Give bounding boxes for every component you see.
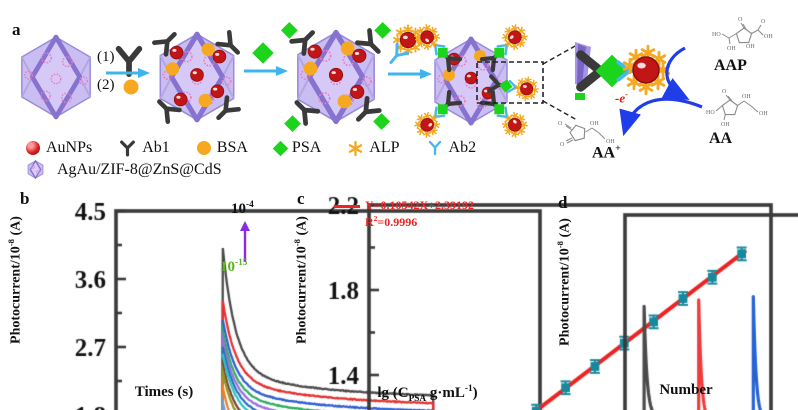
ab1-icon xyxy=(119,49,140,74)
scheme-legend-row2: AgAu/ZIF-8@ZnS@CdS xyxy=(26,160,222,179)
zif-particle-2 xyxy=(154,28,244,123)
alp-icon xyxy=(349,140,363,156)
b-y-axis-title: Photocurrent/10-8 (A) xyxy=(6,216,24,344)
svg-text:OH: OH xyxy=(727,46,736,52)
zif-particle-4 xyxy=(410,20,540,142)
zif-polyhedron-icon xyxy=(27,160,44,179)
concentration-arrow-icon xyxy=(240,221,250,262)
panel-label-d: d xyxy=(558,193,568,212)
legend-item-psa: PSA xyxy=(272,139,322,157)
svg-text:O: O xyxy=(560,142,565,148)
legend-label: Ab2 xyxy=(448,139,477,156)
d-y-axis-title: Photocurrent/10-8 (A) xyxy=(555,218,573,346)
svg-text:HO: HO xyxy=(712,32,721,38)
legend-label: PSA xyxy=(291,139,322,156)
legend-label: AuNPs xyxy=(46,139,93,156)
zoom-box xyxy=(476,61,544,104)
electron-label: -e- xyxy=(615,90,628,106)
legend-label: AgAu/ZIF-8@ZnS@CdS xyxy=(57,160,222,178)
step-arrow-3 xyxy=(386,67,434,81)
aap-molecule: O O OH HO OH OH xyxy=(712,17,773,52)
bsa-icon xyxy=(196,141,211,155)
psa-icon xyxy=(252,42,274,64)
svg-text:O: O xyxy=(722,89,727,95)
d-x-axis-title: Number xyxy=(659,382,713,398)
b-annotation-low-conc: 10-15 xyxy=(220,258,248,275)
c-fit-legend: Y=0.10542X+2.39192 R2=0.9996 xyxy=(334,199,474,229)
svg-text:OH: OH xyxy=(764,34,773,40)
panel-label-a: a xyxy=(12,20,21,39)
aap-label: AAP xyxy=(714,57,747,74)
ab2-icon xyxy=(428,140,441,156)
aunps-icon xyxy=(26,141,40,155)
legend-item-alp: ALP xyxy=(348,139,400,157)
b-annotation-high-conc: 10-4 xyxy=(231,200,254,217)
aa-plus-label: AA+ xyxy=(592,143,621,162)
scheme-legend-row1: AuNPs Ab1 BSA PSA ALP xyxy=(26,139,476,157)
aap-to-aa-arrow xyxy=(661,46,690,101)
svg-text:O: O xyxy=(558,121,563,127)
svg-text:OH: OH xyxy=(721,122,730,128)
legend-label: ALP xyxy=(369,139,400,156)
aa-plus-molecule: O O OH OH xyxy=(558,121,615,148)
svg-text:O: O xyxy=(761,19,766,25)
svg-text:OH: OH xyxy=(759,111,768,117)
legend-label: BSA xyxy=(216,139,248,156)
aa-molecule: O OH OH HO OH xyxy=(706,89,768,128)
zif-particle-3 xyxy=(280,21,392,133)
zif-particle-1 xyxy=(22,37,90,117)
legend-item-ab2: Ab2 xyxy=(427,139,477,157)
legend-item-aunps: AuNPs xyxy=(26,139,92,157)
stability-spikes-chart xyxy=(545,185,798,410)
panel-label-c: c xyxy=(297,189,305,208)
ab1-icon xyxy=(120,140,136,156)
bsa-icon xyxy=(123,79,139,95)
legend-item-ab1: Ab1 xyxy=(119,139,170,157)
enlarged-sandwich xyxy=(575,42,671,100)
zoom-connector-top xyxy=(542,44,578,65)
aa-label: AA xyxy=(709,130,733,147)
psa-icon xyxy=(272,140,289,156)
c-x-axis-title: lg (CPSA g·mL-1) xyxy=(377,384,478,404)
c-y-axis-title: Photocurrent/10-8 (A) xyxy=(292,216,310,344)
legend-item-bsa: BSA xyxy=(196,139,248,157)
alp-aunp-ab2-conjugate xyxy=(384,25,423,69)
svg-text:OH: OH xyxy=(590,121,599,127)
aa-to-aaplus-arrow xyxy=(619,97,703,137)
b-x-axis-title: Times (s) xyxy=(134,384,194,400)
fit-line-swatch xyxy=(334,204,360,208)
legend-label: Ab1 xyxy=(142,139,170,156)
step2-label: (2) xyxy=(97,77,115,93)
svg-text:OH: OH xyxy=(606,139,615,145)
step1-label: (1) xyxy=(97,49,115,65)
svg-text:OH: OH xyxy=(746,44,755,50)
svg-text:OH: OH xyxy=(742,94,751,100)
svg-text:HO: HO xyxy=(706,110,715,116)
step-arrow-2 xyxy=(242,64,290,78)
zoom-connector-bottom xyxy=(542,100,578,121)
svg-text:O: O xyxy=(738,17,743,23)
panel-label-b: b xyxy=(20,189,30,208)
scheme-graphic: O O OH HO OH OH O OH OH HO OH xyxy=(0,17,773,148)
